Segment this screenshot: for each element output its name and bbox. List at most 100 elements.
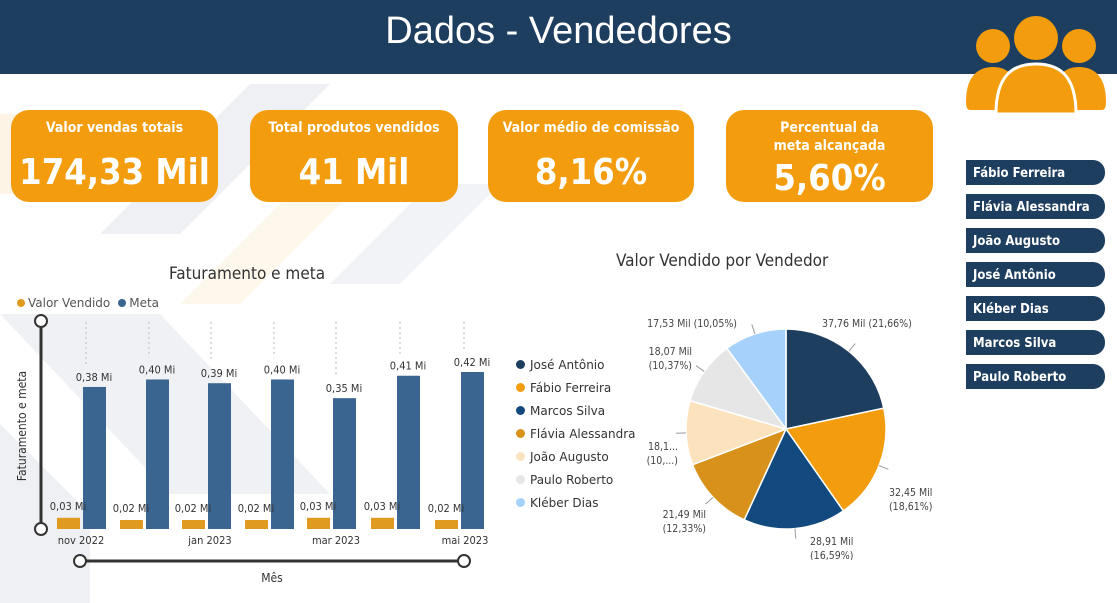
x-axis-label: Mês bbox=[261, 571, 283, 585]
bar-valor-vendido bbox=[307, 517, 330, 529]
bar-valor-vendido bbox=[120, 520, 143, 529]
legend-label: Paulo Roberto bbox=[530, 472, 614, 487]
bar-valor-vendido bbox=[245, 520, 268, 529]
legend-label: João Augusto bbox=[530, 449, 609, 464]
pie-leader-line bbox=[848, 343, 856, 352]
legend-label: Valor Vendido bbox=[28, 296, 111, 310]
bar-meta bbox=[333, 398, 356, 529]
data-label-meta: 0,40 Mi bbox=[139, 363, 175, 376]
legend-label: José Antônio bbox=[530, 357, 605, 372]
y-axis-label: Faturamento e meta bbox=[15, 371, 29, 481]
kpi-label: Total produtos vendidos bbox=[268, 120, 440, 136]
legend-item-kleber-dias[interactable]: Kléber Dias bbox=[516, 491, 636, 514]
data-label-valor-vendido: 0,02 Mi bbox=[175, 502, 211, 515]
x-tick-label: nov 2022 bbox=[58, 534, 105, 547]
pie-data-label: 37,76 Mil (21,66%) bbox=[822, 318, 912, 330]
x-zoom-handle-right bbox=[457, 554, 471, 568]
slicer-item-flavia-alessandra[interactable]: Flávia Alessandra bbox=[966, 194, 1105, 219]
bar-meta bbox=[83, 386, 106, 529]
legend-label: Kléber Dias bbox=[530, 495, 599, 510]
legend-label: Flávia Alessandra bbox=[530, 426, 636, 441]
header-bar: Dados - Vendedores bbox=[0, 0, 1117, 74]
x-zoom-handle-left bbox=[73, 554, 87, 568]
kpi-card-products-sold: Total produtos vendidos 41 Mil bbox=[250, 110, 458, 202]
bar-meta bbox=[397, 375, 420, 529]
pie-slice bbox=[785, 328, 885, 430]
data-label-meta: 0,42 Mi bbox=[454, 356, 490, 369]
bar-meta bbox=[271, 379, 294, 529]
legend-item-valor-vendido[interactable]: Valor Vendido bbox=[17, 296, 110, 310]
pie-data-label: 18,07 Mil (10,37%) bbox=[649, 346, 692, 372]
pie-data-label: 18,1... (10,...) bbox=[647, 441, 678, 467]
kpi-label: Valor médio de comissão bbox=[502, 120, 680, 136]
x-tick-label: jan 2023 bbox=[187, 534, 231, 547]
legend-item-meta[interactable]: Meta bbox=[118, 296, 159, 310]
pie-leader-line bbox=[794, 528, 797, 539]
slicer-item-kleber-dias[interactable]: Kléber Dias bbox=[966, 296, 1105, 321]
data-label-valor-vendido: 0,03 Mi bbox=[300, 500, 336, 513]
kpi-value: 41 Mil bbox=[298, 152, 410, 193]
page-title: Dados - Vendedores bbox=[385, 10, 732, 52]
bar-meta bbox=[146, 379, 169, 529]
kpi-card-total-sales: Valor vendas totais 174,33 Mil bbox=[11, 110, 218, 202]
bar-chart: Faturamento e meta 0,03 Mi 0,38 Mi 0,02 Mi 0… bbox=[15, 314, 490, 585]
pie-chart-legend: José Antônio Fábio Ferreira Marcos Silva… bbox=[516, 353, 636, 514]
legend-item-marcos-silva[interactable]: Marcos Silva bbox=[516, 399, 636, 422]
slicer-item-fabio-ferreira[interactable]: Fábio Ferreira bbox=[966, 160, 1105, 185]
data-label-valor-vendido: 0,02 Mi bbox=[428, 502, 464, 515]
pie-leader-line bbox=[695, 365, 705, 372]
bar-valor-vendido bbox=[371, 517, 394, 529]
data-label-valor-vendido: 0,02 Mi bbox=[238, 502, 274, 515]
bar-chart-title: Faturamento e meta bbox=[169, 264, 326, 284]
data-label-meta: 0,38 Mi bbox=[76, 371, 112, 384]
legend-label: Fábio Ferreira bbox=[530, 380, 612, 395]
people-group-icon bbox=[966, 16, 1106, 116]
pie-leader-line bbox=[705, 496, 714, 505]
pie-data-label: 32,45 Mil (18,61%) bbox=[889, 487, 932, 513]
legend-item-flavia-alessandra[interactable]: Flávia Alessandra bbox=[516, 422, 636, 445]
y-zoom-handle-top bbox=[34, 314, 48, 328]
data-label-meta: 0,40 Mi bbox=[264, 363, 300, 376]
data-label-meta: 0,39 Mi bbox=[201, 367, 237, 380]
slicer-item-marcos-silva[interactable]: Marcos Silva bbox=[966, 330, 1105, 355]
slicer-item-jose-antonio[interactable]: José Antônio bbox=[966, 262, 1105, 287]
pie-data-label: 17,53 Mil (10,05%) bbox=[647, 318, 737, 330]
x-tick-label: mai 2023 bbox=[442, 534, 489, 547]
bar-valor-vendido bbox=[435, 520, 458, 529]
bar-meta bbox=[461, 372, 484, 529]
seller-slicer: Fábio Ferreira Flávia Alessandra João Au… bbox=[966, 160, 1106, 398]
kpi-card-goal-percent: Percentual da meta alcançada 5,60% bbox=[726, 110, 933, 202]
bar-meta bbox=[208, 383, 231, 529]
bar-valor-vendido bbox=[57, 517, 80, 529]
kpi-card-avg-commission: Valor médio de comissão 8,16% bbox=[488, 110, 694, 202]
kpi-value: 174,33 Mil bbox=[19, 152, 210, 193]
slicer-item-paulo-roberto[interactable]: Paulo Roberto bbox=[966, 364, 1105, 389]
data-label-valor-vendido: 0,03 Mi bbox=[364, 500, 400, 513]
data-label-meta: 0,35 Mi bbox=[326, 382, 362, 395]
legend-label: Meta bbox=[129, 296, 160, 310]
bar-valor-vendido bbox=[182, 520, 205, 529]
kpi-label: Percentual da meta alcançada bbox=[773, 120, 886, 154]
bar-chart-legend: Valor Vendido Meta bbox=[17, 296, 159, 310]
data-label-meta: 0,41 Mi bbox=[390, 360, 426, 373]
legend-item-paulo-roberto[interactable]: Paulo Roberto bbox=[516, 468, 636, 491]
legend-label: Marcos Silva bbox=[530, 403, 606, 418]
pie-chart-title: Valor Vendido por Vendedor bbox=[616, 251, 829, 271]
legend-item-fabio-ferreira[interactable]: Fábio Ferreira bbox=[516, 376, 636, 399]
legend-item-jose-antonio[interactable]: José Antônio bbox=[516, 353, 636, 376]
data-label-valor-vendido: 0,02 Mi bbox=[113, 502, 149, 515]
pie-slice bbox=[784, 407, 887, 512]
kpi-value: 8,16% bbox=[534, 152, 648, 193]
pie-leader-line bbox=[878, 465, 889, 470]
data-label-valor-vendido: 0,03 Mi bbox=[50, 500, 86, 513]
pie-leader-line bbox=[751, 324, 756, 335]
kpi-label: Valor vendas totais bbox=[45, 120, 184, 136]
pie-chart: 37,76 Mil (21,66%) 32,45 Mil (18,61%) 28,91… bbox=[647, 318, 933, 560]
pie-data-label: 28,91 Mil (16,59%) bbox=[810, 536, 853, 560]
pie-slice bbox=[691, 427, 788, 521]
legend-item-joao-augusto[interactable]: João Augusto bbox=[516, 445, 636, 468]
slicer-item-joao-augusto[interactable]: João Augusto bbox=[966, 228, 1105, 253]
pie-slice bbox=[743, 427, 845, 530]
kpi-value: 5,60% bbox=[773, 158, 886, 199]
y-zoom-handle-bottom bbox=[34, 522, 48, 536]
